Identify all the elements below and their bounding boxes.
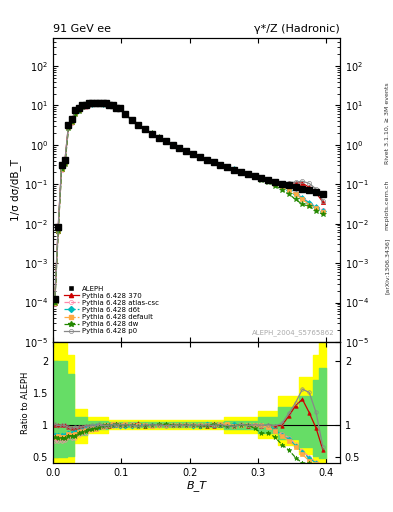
Legend: ALEPH, Pythia 6.428 370, Pythia 6.428 atlas-csc, Pythia 6.428 d6t, Pythia 6.428 : ALEPH, Pythia 6.428 370, Pythia 6.428 at… [62,284,160,335]
Y-axis label: 1/σ dσ/dB_T: 1/σ dσ/dB_T [10,159,21,221]
Text: γ*/Z (Hadronic): γ*/Z (Hadronic) [254,24,340,34]
Text: mcplots.cern.ch: mcplots.cern.ch [385,180,389,230]
X-axis label: B_T: B_T [187,480,206,490]
Text: Rivet 3.1.10, ≥ 3M events: Rivet 3.1.10, ≥ 3M events [385,82,389,164]
Text: 91 GeV ee: 91 GeV ee [53,24,111,34]
Y-axis label: Ratio to ALEPH: Ratio to ALEPH [21,372,30,434]
Text: [arXiv:1306.3436]: [arXiv:1306.3436] [385,238,389,294]
Text: ALEPH_2004_S5765862: ALEPH_2004_S5765862 [252,329,334,336]
